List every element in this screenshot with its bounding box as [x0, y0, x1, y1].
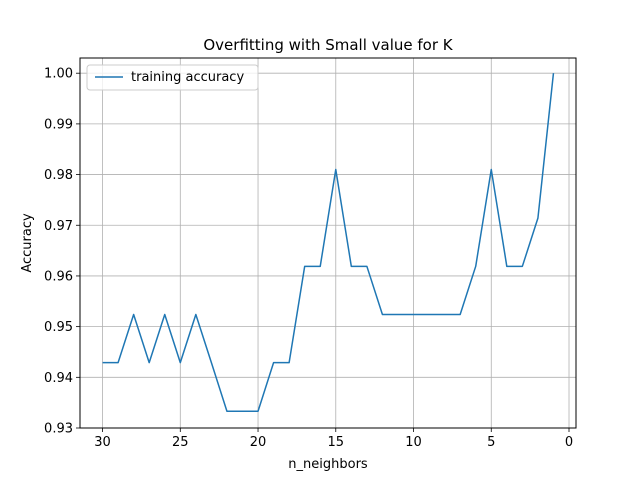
data-point — [397, 314, 399, 316]
data-point — [319, 265, 321, 267]
plot-area-frame — [79, 57, 577, 429]
data-point — [242, 410, 244, 412]
x-tick-label: 20 — [250, 435, 267, 450]
y-tick-label: 0.96 — [44, 269, 73, 284]
data-point — [304, 265, 306, 267]
legend: training accuracy — [86, 64, 259, 91]
data-point — [413, 314, 415, 316]
x-tick-label: 10 — [405, 435, 422, 450]
data-point — [148, 362, 150, 364]
x-tick-label: 0 — [565, 435, 573, 450]
data-point — [195, 314, 197, 316]
data-point — [350, 265, 352, 267]
data-point — [226, 410, 228, 412]
data-point — [102, 362, 104, 364]
data-point — [164, 314, 166, 316]
y-tick-label: 0.97 — [44, 219, 73, 234]
x-tick-label: 30 — [94, 435, 111, 450]
data-point — [537, 217, 539, 219]
data-point — [521, 265, 523, 267]
data-point — [288, 362, 290, 364]
data-point — [273, 362, 275, 364]
data-point — [444, 314, 446, 316]
y-axis-label: Accuracy — [20, 213, 35, 273]
data-point — [475, 265, 477, 267]
data-point — [428, 314, 430, 316]
chart-title: Overfitting with Small value for K — [203, 36, 453, 54]
y-tick-label: 1.00 — [44, 67, 73, 82]
data-point — [553, 72, 555, 74]
y-tick-label: 0.94 — [44, 371, 73, 386]
series-layer — [102, 72, 555, 413]
x-tick-label: 25 — [172, 435, 189, 450]
legend-label: training accuracy — [131, 70, 244, 85]
data-point — [366, 265, 368, 267]
data-point — [459, 314, 461, 316]
data-point — [117, 362, 119, 364]
legend-box — [86, 64, 259, 91]
data-point — [335, 169, 337, 171]
data-point — [210, 362, 212, 364]
data-point — [490, 169, 492, 171]
data-point — [133, 314, 135, 316]
y-tick-label: 0.98 — [44, 168, 73, 183]
y-tick-label: 0.93 — [44, 422, 73, 437]
y-tick-label: 0.95 — [44, 320, 73, 335]
data-point — [382, 314, 384, 316]
x-tick-label: 5 — [487, 435, 495, 450]
x-axis-ticks: 30 25 20 15 10 5 0 — [94, 428, 573, 450]
data-point — [506, 265, 508, 267]
y-tick-label: 0.99 — [44, 117, 73, 132]
x-tick-label: 15 — [328, 435, 345, 450]
y-axis-ticks: 0.93 0.94 0.95 0.96 0.97 0.98 0.99 1.00 — [44, 67, 80, 437]
series-line-training-accuracy — [102, 73, 555, 413]
data-point — [257, 410, 259, 412]
data-point — [179, 362, 181, 364]
x-axis-label: n_neighbors — [288, 457, 368, 472]
